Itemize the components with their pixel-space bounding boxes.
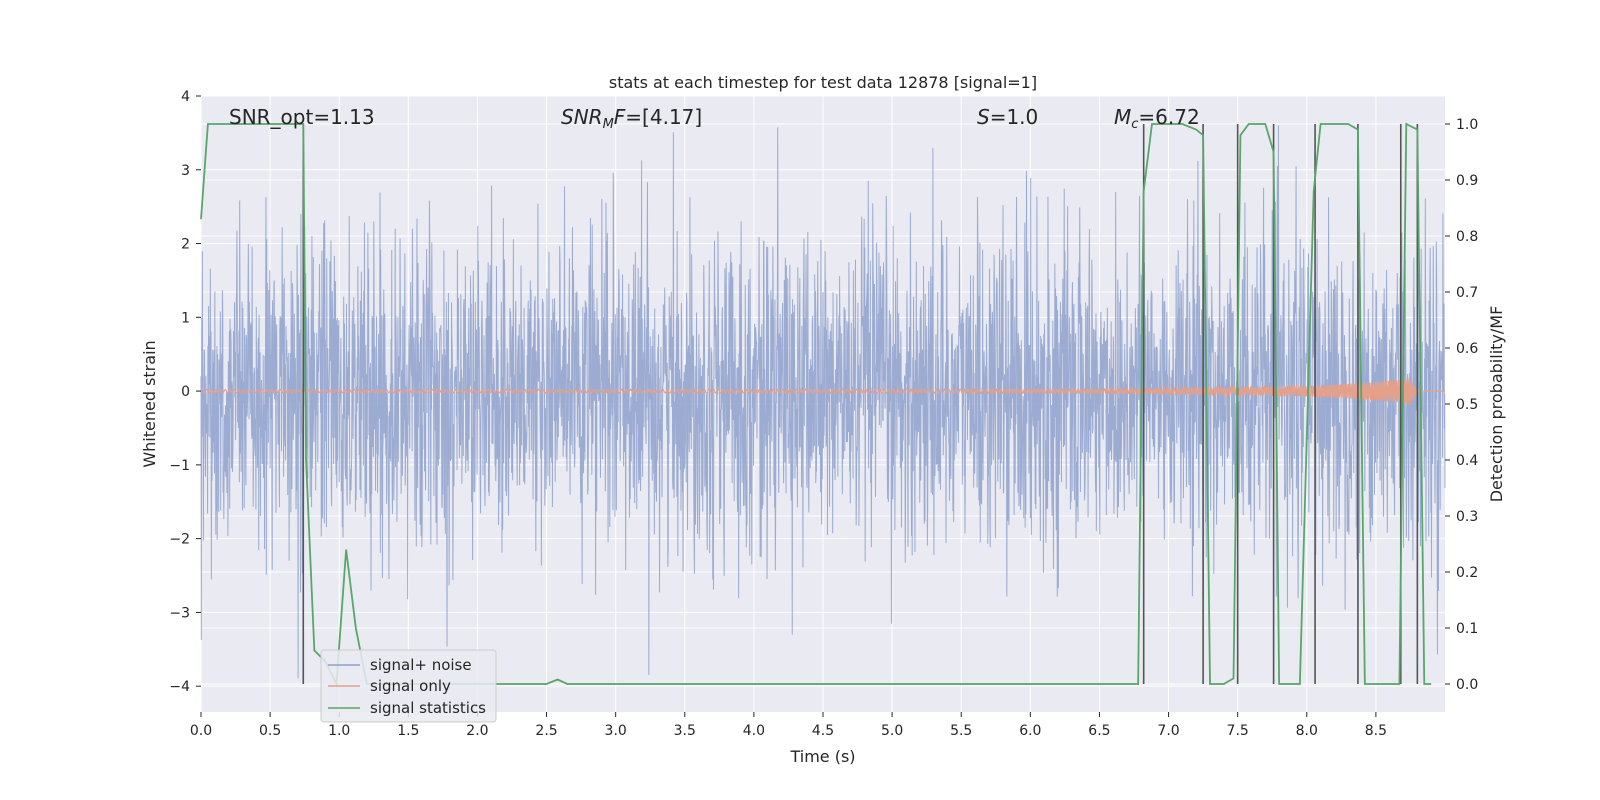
x-tick-label: 1.5 [397, 723, 419, 739]
yr-tick-label: 0.4 [1456, 453, 1478, 469]
x-tick-label: 7.5 [1227, 723, 1249, 739]
legend-box [320, 649, 497, 723]
x-axis-label: Time (s) [789, 747, 855, 766]
legend-label-signal-only: signal only [370, 677, 451, 695]
x-tick-label: 8.5 [1365, 723, 1387, 739]
annotation-s: S=1.0 [977, 105, 1038, 129]
legend-label-signal-statistics: signal statistics [370, 699, 486, 717]
y-axis-ticks: 4 3 2 1 0 −1 −2 −3 −4 [169, 89, 201, 695]
y-tick-label: −1 [169, 458, 190, 474]
y-tick-label: 4 [181, 89, 190, 105]
yr-tick-label: 1.0 [1456, 117, 1478, 133]
yr-tick-label: 0.6 [1456, 341, 1478, 357]
x-tick-label: 2.0 [466, 723, 488, 739]
chart-title: stats at each timestep for test data 128… [609, 73, 1037, 92]
yr-tick-label: 0.8 [1456, 229, 1478, 245]
yr-tick-label: 0.3 [1456, 509, 1478, 525]
x-tick-label: 0.0 [190, 723, 212, 739]
x-tick-label: 4.5 [812, 723, 834, 739]
yr-tick-label: 0.7 [1456, 285, 1478, 301]
signal-statistics-line [200, 122, 1432, 688]
x-tick-label: 6.0 [1019, 723, 1041, 739]
y-tick-label: 0 [181, 384, 190, 400]
annotation-mc: Mc=6.72 [1114, 105, 1200, 132]
legend-label-signal-noise: signal+ noise [370, 656, 472, 674]
x-tick-label: 3.5 [674, 723, 696, 739]
y-tick-label: −3 [169, 605, 190, 621]
x-tick-label: 4.0 [743, 723, 765, 739]
annotation-snr-mf: SNRMF=[4.17] [561, 105, 702, 132]
x-tick-label: 6.5 [1088, 723, 1110, 739]
yr-tick-label: 0.1 [1456, 621, 1478, 637]
x-tick-label: 0.5 [259, 723, 281, 739]
y-tick-label: 2 [181, 237, 190, 253]
x-tick-label: 3.0 [605, 723, 627, 739]
y-axis-label: Whitened strain [140, 340, 159, 467]
annotation-snr-opt: SNR_opt=1.13 [229, 105, 375, 129]
yr-tick-label: 0.0 [1456, 677, 1478, 693]
x-tick-label: 5.5 [950, 723, 972, 739]
y-tick-label: 1 [181, 310, 190, 326]
yr-tick-label: 0.9 [1456, 173, 1478, 189]
x-tick-label: 8.0 [1296, 723, 1318, 739]
y-right-axis-label: Detection probability/MF [1487, 306, 1506, 503]
x-tick-label: 7.0 [1157, 723, 1179, 739]
y-tick-label: 3 [181, 163, 190, 179]
x-tick-label: 5.0 [881, 723, 903, 739]
x-axis-ticks: 0.0 0.5 1.0 1.5 2.0 2.5 3.0 3.5 4.0 4.5 5.0 5.5 6.0 6… [190, 712, 1387, 739]
x-tick-label: 2.5 [535, 723, 557, 739]
yr-tick-label: 0.2 [1456, 565, 1478, 581]
yr-tick-label: 0.5 [1456, 397, 1478, 413]
legend: signal+ noise signal only signal statist… [320, 649, 497, 723]
y-tick-label: −2 [169, 532, 190, 548]
y-right-axis-ticks: 1.0 0.9 0.8 0.7 0.6 0.5 0.4 0.3 0.2 0.1 0.0 [1445, 117, 1478, 693]
x-tick-label: 1.0 [328, 723, 350, 739]
y-tick-label: −4 [169, 679, 190, 695]
series-signal-statistics [200, 122, 1432, 688]
